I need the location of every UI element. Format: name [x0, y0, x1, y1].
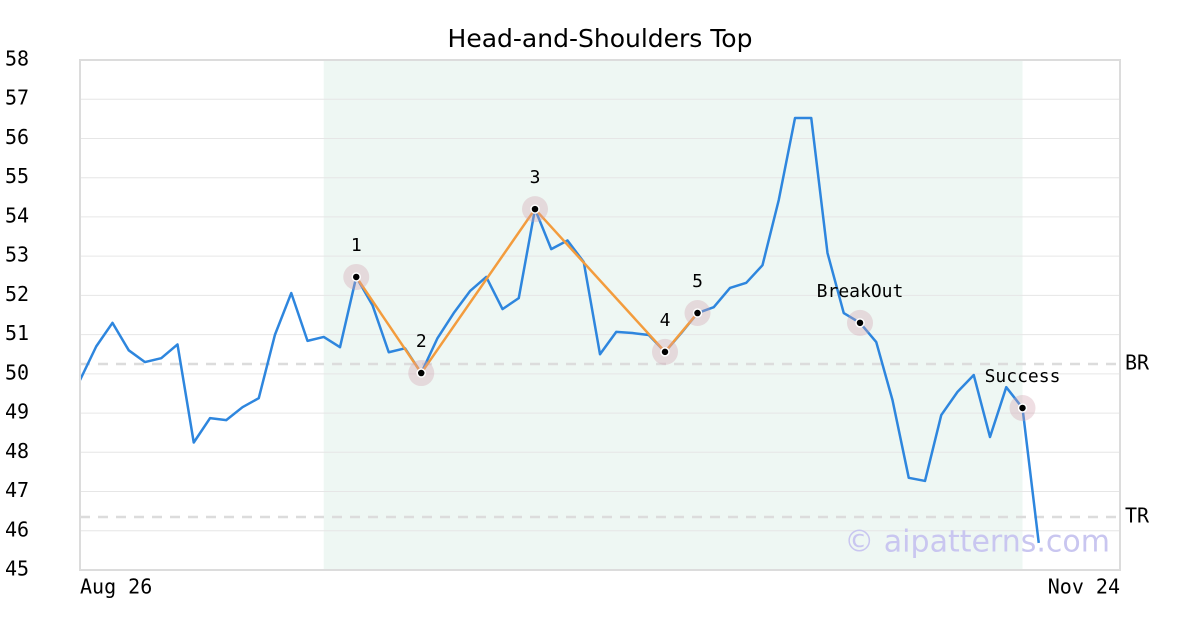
- pattern-label: 1: [351, 235, 362, 256]
- pattern-label: BreakOut: [817, 281, 904, 302]
- pattern-label: 3: [530, 167, 541, 188]
- pattern-label: Success: [985, 366, 1061, 387]
- pattern-region: [323, 60, 1023, 570]
- plot-frame: [79, 59, 1121, 571]
- pattern-label: 2: [416, 331, 427, 352]
- y-tick-label: 52: [5, 282, 29, 306]
- y-tick-label: 51: [5, 321, 29, 345]
- level-label: TR: [1125, 504, 1150, 528]
- pattern-dot: [855, 318, 865, 328]
- x-tick-label: Aug 26: [80, 575, 152, 599]
- y-tick-label: 55: [5, 164, 29, 188]
- y-tick-label: 54: [5, 203, 29, 227]
- y-tick-label: 48: [5, 439, 29, 463]
- pattern-dot: [416, 368, 426, 378]
- y-tick-label: 45: [5, 557, 29, 581]
- pattern-dot: [660, 347, 670, 357]
- y-tick-label: 50: [5, 360, 29, 384]
- watermark: © aipatterns.com: [844, 525, 1110, 560]
- pattern-dot: [351, 272, 361, 282]
- pattern-dot: [1017, 403, 1028, 413]
- chart-title: Head-and-Shoulders Top: [448, 24, 753, 53]
- y-tick-label: 46: [5, 517, 29, 541]
- pattern-dot: [692, 308, 703, 318]
- x-tick-label: Nov 24: [1048, 575, 1120, 599]
- y-tick-label: 58: [5, 47, 29, 71]
- y-tick-label: 49: [5, 400, 29, 424]
- y-tick-label: 47: [5, 478, 29, 502]
- price-line: [78, 116, 1040, 544]
- pattern-label: 4: [660, 310, 671, 331]
- pattern-label: 5: [692, 271, 703, 292]
- y-tick-label: 56: [5, 125, 29, 149]
- y-tick-label: 57: [5, 86, 29, 110]
- y-tick-label: 53: [5, 243, 29, 267]
- level-label: BR: [1125, 351, 1150, 375]
- pattern-dot: [530, 204, 540, 214]
